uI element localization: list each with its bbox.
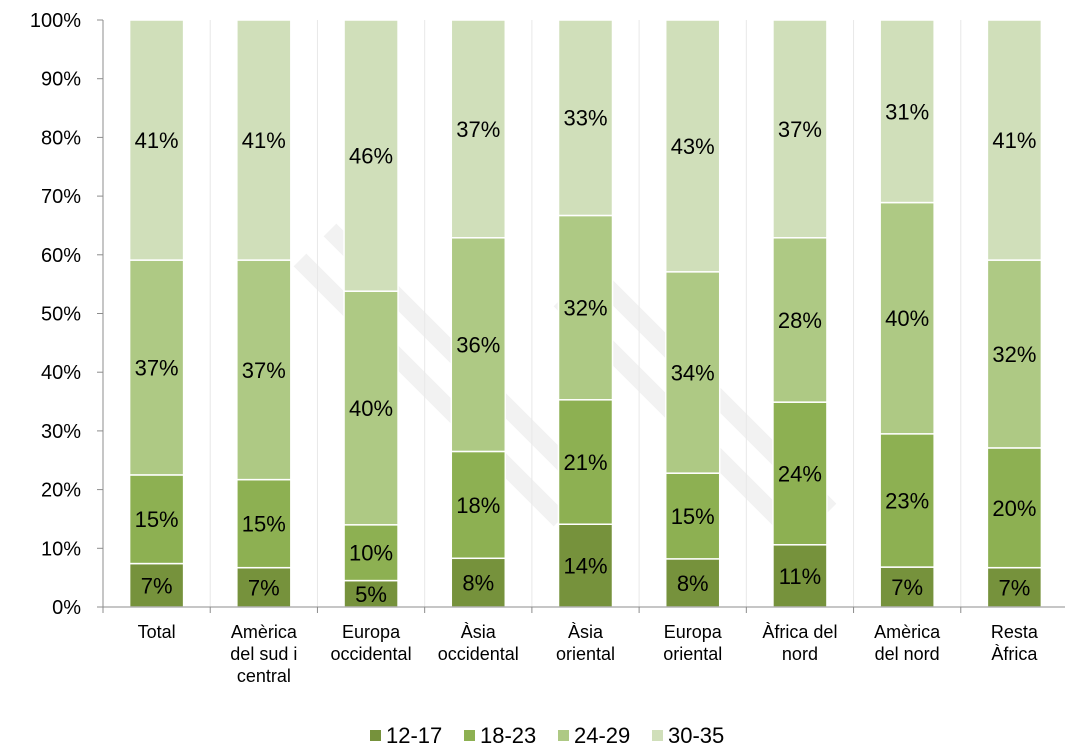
data-label: 7% <box>248 575 280 600</box>
data-label: 40% <box>349 396 393 421</box>
data-label: 5% <box>355 582 387 607</box>
y-tick-label: 60% <box>41 245 81 267</box>
bars: 7% 15% 37% 41% 7% 15% 37% 41% 5% 10% 40% 46% 8% 18% 36… <box>128 19 1043 608</box>
y-tick-label: 50% <box>41 304 81 326</box>
legend-label: 18-23 <box>480 723 536 747</box>
bar-segment <box>450 450 507 560</box>
legend-swatch <box>370 730 381 741</box>
bar-segment <box>557 214 614 401</box>
bar-segment <box>664 19 721 273</box>
bar-segment <box>879 19 935 204</box>
y-tick-label: 20% <box>41 480 81 502</box>
data-label: 41% <box>242 128 286 153</box>
bar-segment <box>343 524 399 582</box>
data-label: 14% <box>563 554 607 579</box>
data-label: 8% <box>677 571 709 596</box>
y-tick-label: 10% <box>41 538 81 560</box>
y-tick-label: 90% <box>41 69 81 91</box>
legend-label: 12-17 <box>386 723 442 747</box>
bar-segment <box>664 271 721 474</box>
legend: 12-17 18-23 24-29 30-35 <box>370 723 724 747</box>
bar-segment <box>557 399 614 525</box>
bar-segment <box>128 562 185 608</box>
y-tick-label: 80% <box>41 127 81 149</box>
data-label: 8% <box>462 571 494 596</box>
data-label: 37% <box>242 358 286 383</box>
data-label: 15% <box>135 507 179 532</box>
data-label: 41% <box>135 128 179 153</box>
data-label: 18% <box>456 493 500 518</box>
grid-lines <box>209 20 962 607</box>
data-label: 10% <box>349 541 393 566</box>
x-tick-label: Àsia occidental <box>438 622 519 664</box>
bar-segment <box>879 433 935 568</box>
bar-segment <box>343 19 399 292</box>
x-tick-label: Europa occidental <box>331 622 412 664</box>
data-label: 37% <box>135 356 179 381</box>
bar-segment <box>986 19 1043 261</box>
bar-segment <box>772 237 828 403</box>
bar-segment <box>772 401 828 546</box>
data-label: 31% <box>885 99 929 124</box>
legend-swatch <box>464 730 475 741</box>
bar-segment <box>772 544 828 608</box>
y-tick-label: 100% <box>30 10 81 32</box>
data-label: 21% <box>563 450 607 475</box>
data-label: 41% <box>992 128 1036 153</box>
x-tick-label: Àsia oriental <box>556 622 615 664</box>
bar-segment <box>236 478 292 569</box>
legend-label: 30-35 <box>668 723 724 747</box>
data-label: 20% <box>992 496 1036 521</box>
bar-segment <box>343 290 399 526</box>
legend-swatch <box>558 730 569 741</box>
data-label: 15% <box>242 512 286 537</box>
bar-segment <box>450 19 507 239</box>
data-label: 7% <box>141 573 173 598</box>
data-label: 37% <box>778 117 822 142</box>
data-label: 40% <box>885 306 929 331</box>
data-label: 34% <box>671 360 715 385</box>
data-label: 7% <box>998 575 1030 600</box>
data-label: 37% <box>456 117 500 142</box>
y-tick-label: 0% <box>52 597 81 619</box>
data-label: 24% <box>778 461 822 486</box>
y-tick-label: 40% <box>41 362 81 384</box>
data-label: 46% <box>349 144 393 169</box>
legend-label: 24-29 <box>574 723 630 747</box>
data-label: 7% <box>891 575 923 600</box>
bar-segment <box>772 19 828 239</box>
x-tick-label: Amèrica del sud i central <box>230 622 298 686</box>
bar-segment <box>879 201 935 435</box>
bar-segment <box>450 237 507 453</box>
x-tick-label: Amèrica del nord <box>874 622 941 664</box>
data-label: 28% <box>778 308 822 333</box>
axes: 0% 10% 20% 30% 40% 50% 60% 70% 80% 90% 100% Total Am… <box>30 10 1065 686</box>
data-label: 11% <box>779 564 821 589</box>
bar-segment <box>236 19 292 261</box>
data-label: 15% <box>671 504 715 529</box>
bar-segment <box>664 472 721 560</box>
data-label: 43% <box>671 134 715 159</box>
data-label: 33% <box>563 106 607 131</box>
x-tick-label: Total <box>138 622 176 642</box>
bar-segment <box>236 259 292 481</box>
bar-segment <box>557 19 614 217</box>
bar-segment <box>557 523 614 608</box>
x-tick-label: Àfrica del nord <box>762 622 837 664</box>
data-label: 36% <box>456 333 500 358</box>
x-tick-label: Europa oriental <box>663 622 723 664</box>
y-tick-label: 70% <box>41 186 81 208</box>
watermark-stripe <box>293 253 567 527</box>
y-tick-label: 30% <box>41 421 81 443</box>
data-label: 32% <box>563 296 607 321</box>
legend-swatch <box>652 730 663 741</box>
bar-segment <box>128 19 185 261</box>
bar-segment <box>986 447 1043 569</box>
data-label: 32% <box>992 342 1036 367</box>
data-label: 23% <box>885 488 929 513</box>
x-tick-label: Resta Àfrica <box>991 622 1039 664</box>
